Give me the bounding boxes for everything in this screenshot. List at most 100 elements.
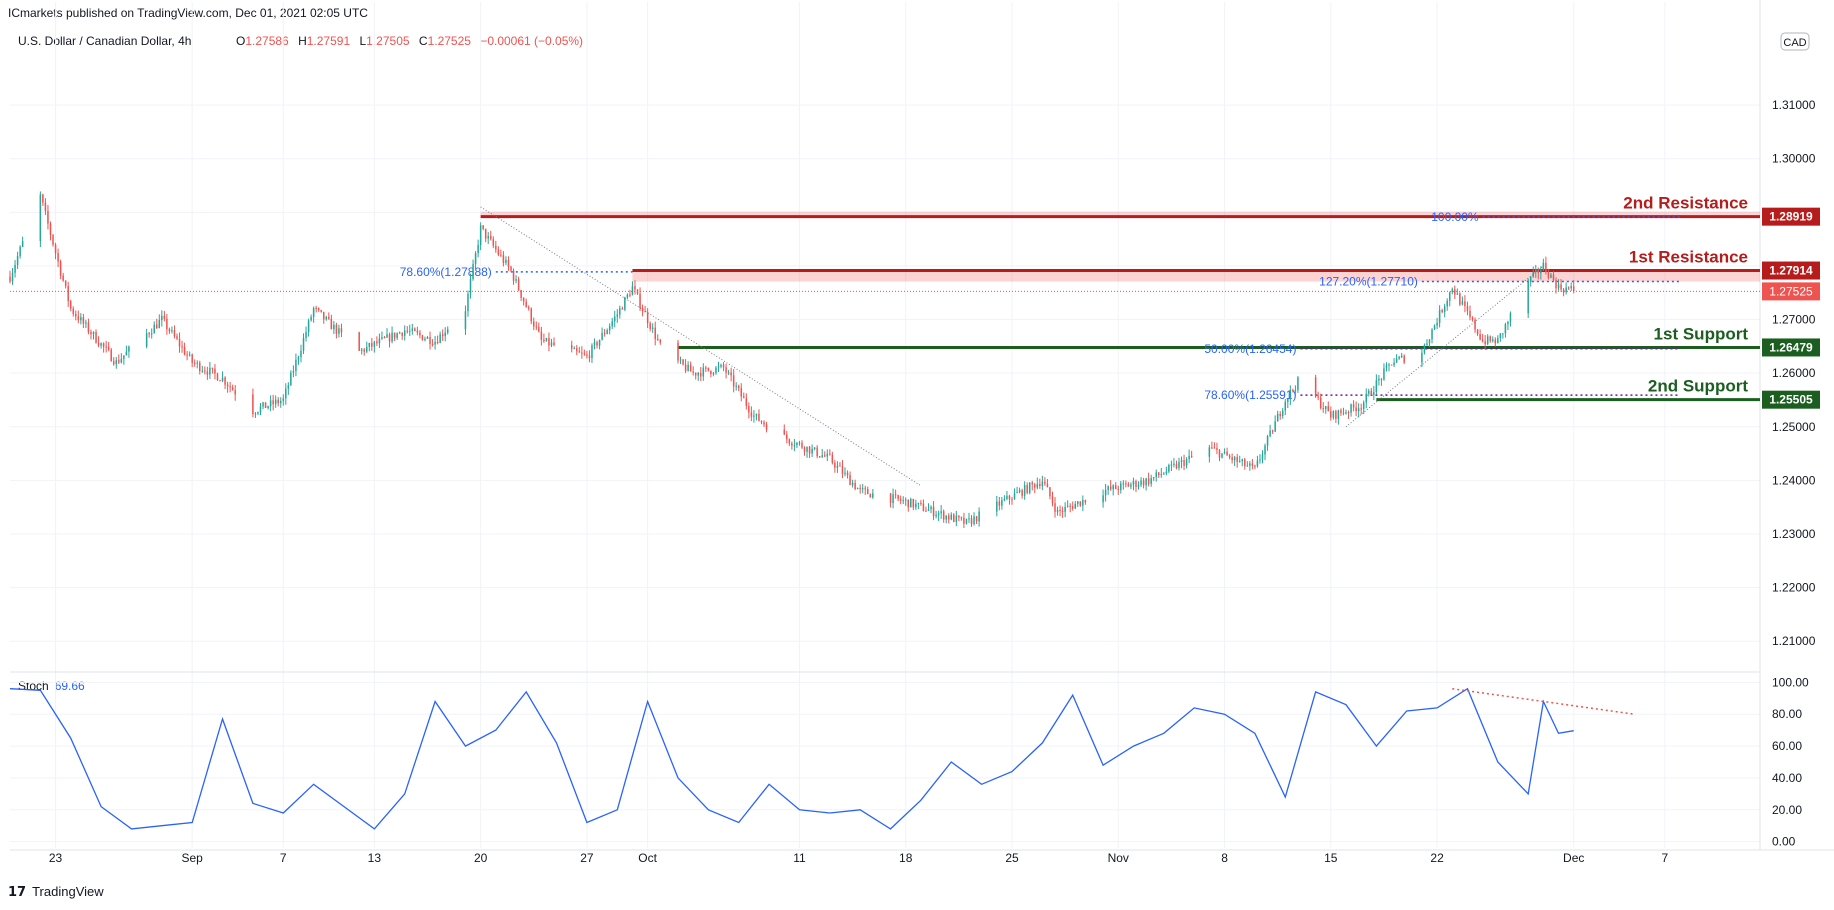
candle-body [1013,493,1016,500]
candle-body [153,324,155,334]
candle-body [87,322,90,333]
candle-body [315,307,317,309]
candle-body [694,372,697,376]
candle-body [118,360,120,363]
candle-body [1423,345,1426,353]
candle-body [758,413,760,421]
candle-body [765,424,768,430]
candle-body [1486,336,1489,345]
candle-body [846,472,849,476]
candle-body [1481,339,1484,342]
time-tick-label: 15 [1324,851,1338,865]
candle-body [1456,293,1459,295]
candle-body [1370,390,1373,395]
candle-body [39,194,42,242]
candle-body [492,239,495,246]
candle-body [1489,336,1491,342]
candle-body [1102,495,1104,503]
candle-body [910,498,912,508]
candle-body [917,502,920,504]
footer-brand[interactable]: 𝟭𝟳 TradingView [8,884,104,900]
candle-body [629,294,631,296]
candle-body [958,515,960,518]
candle-body [67,286,69,301]
candle-body [1378,378,1380,381]
candle-body [1117,488,1120,491]
candle-body [328,316,330,319]
candle-body [358,332,360,351]
candle-body [254,413,257,415]
stoch-line [9,687,1574,830]
fib-label: 127.20%(1.27710) [1319,274,1418,288]
candle-body [292,371,295,373]
candle-body [381,337,383,339]
candle-body [902,500,904,502]
candle-body [64,280,67,287]
candle-body [295,359,297,372]
candle-body [100,343,102,346]
candle-body [1319,397,1322,409]
candle-body [1497,338,1499,344]
candle-body [818,456,821,458]
stoch-tick-label: 60.00 [1772,739,1802,753]
candle-body [484,228,487,239]
candle-body [507,259,510,267]
currency-label: CAD [1783,37,1806,49]
candle-body [500,254,502,256]
candle-body [1254,465,1256,467]
candle-body [644,310,646,313]
candle-body [963,517,965,524]
candle-body [1026,485,1028,493]
candle-body [92,331,95,335]
candle-body [1150,478,1152,484]
candle-body [821,455,823,458]
candle-body [234,390,236,395]
candle-body [730,372,732,376]
candle-body [1188,455,1190,460]
candle-body [970,518,973,525]
level-price-badge [1762,338,1820,357]
candle-body [692,371,694,373]
candle-body [1104,490,1107,496]
candle-body [831,454,834,463]
candle-body [229,386,231,388]
candle-body [702,367,705,377]
candle-body [173,330,176,337]
candle-body [836,465,839,468]
candle-body [727,372,730,374]
candle-body [439,334,441,344]
candle-body [679,359,682,361]
time-tick-label: Nov [1108,851,1129,865]
candle-body [796,442,798,446]
candle-body [42,194,44,203]
candle-body [1532,272,1535,277]
candle-body [535,326,538,328]
candle-body [277,399,279,404]
candle-body [867,489,869,495]
candle-body [267,406,269,408]
candle-body [1527,282,1529,314]
stoch-tick-label: 20.00 [1772,803,1802,817]
candle-body [1001,500,1003,506]
candle-body [1069,505,1071,507]
candle-body [1018,490,1021,493]
candle-body [1061,510,1064,512]
candle-body [872,493,874,498]
low-value: 1.27505 [366,34,410,48]
candle-body [396,333,398,338]
candle-body [1074,503,1077,509]
candle-body [806,446,808,452]
candle-body [869,494,872,498]
symbol-title[interactable]: U.S. Dollar / Canadian Dollar, 4h [18,34,192,48]
candle-body [1314,377,1317,397]
candle-body [1261,454,1264,460]
level-price-badge [1762,207,1820,226]
candle-body [750,412,753,417]
candle-body [834,462,836,468]
ohlc-readout: O1.27586 H1.27591 L1.27505 C1.27525 −0.0… [236,34,589,48]
candle-body [646,312,649,324]
candle-body [90,332,92,335]
candle-body [932,506,935,517]
candle-body [398,332,401,334]
